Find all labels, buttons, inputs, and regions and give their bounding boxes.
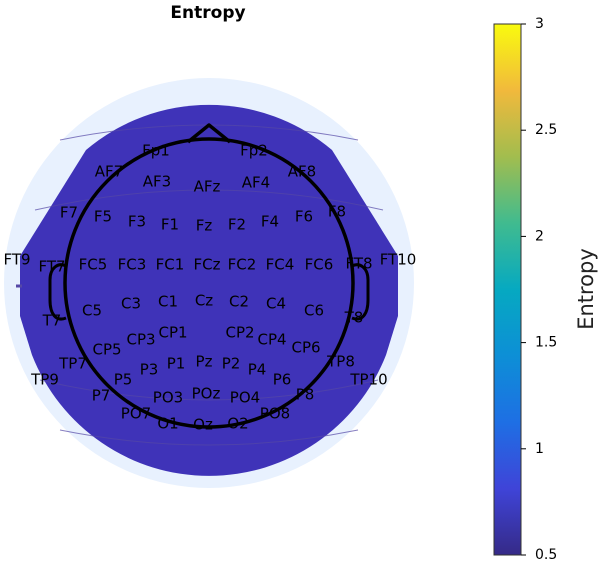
- electrode-label-f8: F8: [328, 203, 346, 221]
- left-ear-outline: [48, 263, 67, 321]
- electrode-label-f1: F1: [161, 216, 179, 234]
- electrode-label-fp1: Fp1: [142, 142, 170, 160]
- electrode-label-poz: POz: [192, 385, 221, 403]
- electrode-label-p4: P4: [248, 361, 267, 379]
- electrode-label-fc2: FC2: [228, 256, 257, 274]
- electrode-label-po8: PO8: [260, 405, 290, 423]
- electrode-label-p6: P6: [273, 371, 292, 389]
- electrode-label-ft7: FT7: [38, 258, 65, 276]
- electrode-label-cz: Cz: [195, 292, 213, 310]
- electrode-label-p8: P8: [296, 386, 315, 404]
- electrode-labels: Fp1 Fp2 AF7 AF3 AFz AF4 AF8 F7 F5 F3 F1 Fz F2 F4 F6 F8 F…: [3, 142, 416, 434]
- electrode-label-af7: AF7: [95, 163, 123, 181]
- colorbar-gradient: [494, 24, 521, 555]
- colorbar-tick-label: 2: [535, 228, 544, 244]
- electrode-label-p1: P1: [167, 355, 186, 373]
- electrode-label-f2: F2: [228, 216, 246, 234]
- colorbar-label: Entropy: [574, 248, 598, 330]
- electrode-label-cp6: CP6: [291, 339, 320, 357]
- electrode-label-fc4: FC4: [266, 256, 295, 274]
- electrode-label-t7: T7: [42, 312, 62, 330]
- electrode-label-po4: PO4: [230, 389, 260, 407]
- contour-lines: [34, 124, 384, 446]
- electrode-label-c3: C3: [121, 295, 141, 313]
- colorbar-frame: [493, 23, 522, 556]
- colorbar-tick-label: 0.5: [535, 547, 557, 563]
- electrode-label-tp7: TP7: [58, 355, 87, 373]
- electrode-label-cp5: CP5: [92, 341, 121, 359]
- colorbar-tick-label: 1.5: [535, 335, 557, 351]
- electrode-label-pz: Pz: [196, 353, 213, 371]
- nose-outline: [186, 123, 232, 144]
- electrode-label-o2: O2: [227, 415, 248, 433]
- colorbar-tick-label: 1: [535, 441, 544, 457]
- colorbar-tick-label: 3: [535, 16, 544, 32]
- colorbar-tick-label: 2.5: [535, 122, 557, 138]
- electrode-label-cp3: CP3: [126, 331, 155, 349]
- electrode-label-ft9: FT9: [3, 251, 30, 269]
- topo-fill-area: [20, 104, 398, 476]
- electrode-label-po7: PO7: [121, 405, 151, 423]
- electrode-label-f6: F6: [295, 208, 313, 226]
- electrode-label-f3: F3: [128, 213, 146, 231]
- electrode-label-t8: T8: [344, 309, 364, 327]
- head-outline: [63, 137, 355, 429]
- electrode-label-f7: F7: [60, 204, 78, 222]
- electrode-label-f4: F4: [261, 213, 279, 231]
- electrode-label-af3: AF3: [143, 173, 171, 191]
- electrode-label-fc1: FC1: [156, 256, 185, 274]
- electrode-label-tp8: TP8: [326, 353, 355, 371]
- electrode-label-c6: C6: [304, 302, 324, 320]
- electrode-label-cp1: CP1: [158, 324, 187, 342]
- electrode-label-c2: C2: [229, 293, 249, 311]
- electrode-label-af8: AF8: [288, 163, 316, 181]
- colorbar-ticks: 0.5 1 1.5 2 2.5 3: [521, 16, 557, 563]
- electrode-label-o1: O1: [157, 415, 178, 433]
- electrode-label-po3: PO3: [153, 389, 183, 407]
- electrode-label-cp4: CP4: [257, 331, 286, 349]
- right-ear-outline: [351, 263, 370, 321]
- electrode-label-tp9: TP9: [30, 371, 59, 389]
- colorbar: 0.5 1 1.5 2 2.5 3 Entropy: [493, 16, 598, 563]
- electrode-label-c5: C5: [82, 302, 102, 320]
- electrode-label-fc6: FC6: [305, 256, 334, 274]
- electrode-label-afz: AFz: [194, 178, 221, 196]
- electrode-label-fc3: FC3: [118, 256, 147, 274]
- electrode-label-c1: C1: [158, 293, 178, 311]
- electrode-label-p2: P2: [222, 355, 241, 373]
- electrode-label-p3: P3: [140, 361, 159, 379]
- topomap: [4, 78, 414, 488]
- electrode-label-fc5: FC5: [79, 256, 108, 274]
- electrode-label-af4: AF4: [242, 174, 270, 192]
- electrode-label-fz: Fz: [196, 217, 213, 235]
- electrode-label-ft8: FT8: [345, 255, 372, 273]
- electrode-label-tp10: TP10: [349, 371, 387, 389]
- electrode-label-fp2: Fp2: [240, 142, 268, 160]
- electrode-label-p7: P7: [92, 387, 111, 405]
- electrode-label-ft10: FT10: [380, 251, 417, 269]
- electrode-label-oz: Oz: [193, 416, 213, 434]
- electrode-label-p5: P5: [114, 371, 133, 389]
- electrode-label-cp2: CP2: [225, 324, 254, 342]
- electrode-label-c4: C4: [266, 295, 286, 313]
- electrode-label-fcz: FCz: [194, 256, 221, 274]
- electrode-label-f5: F5: [94, 208, 112, 226]
- chart-title: Entropy: [170, 3, 245, 23]
